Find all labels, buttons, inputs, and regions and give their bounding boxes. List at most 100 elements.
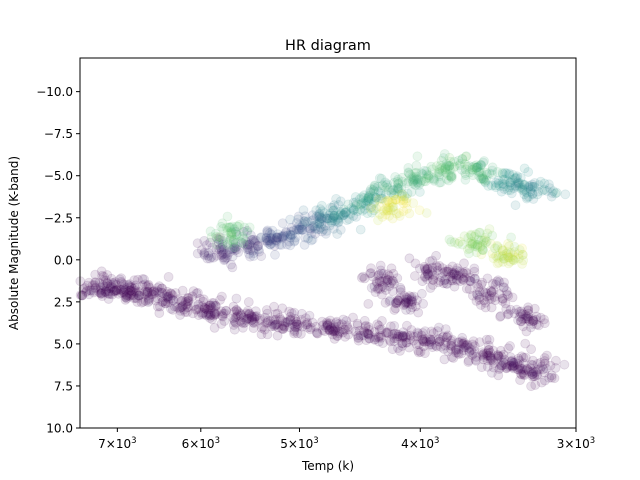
data-point-191 (154, 308, 165, 319)
data-point-800 (230, 245, 240, 256)
data-point-708 (514, 360, 525, 371)
data-point-224 (203, 309, 214, 320)
data-point-1220 (479, 156, 490, 166)
data-point-1792 (466, 236, 477, 247)
data-point-1505 (448, 268, 459, 279)
data-point-239 (205, 310, 216, 321)
data-point-474 (340, 331, 351, 342)
y-axis-ticks: −10.0−7.5−5.0−2.50.02.55.07.510.0 (36, 85, 80, 436)
data-point-272 (228, 313, 239, 324)
data-point-503 (389, 333, 400, 344)
data-point-1504 (451, 270, 462, 281)
data-point-889 (264, 235, 275, 246)
data-point-640 (485, 354, 496, 365)
data-point-308 (247, 312, 258, 323)
data-point-1635 (218, 235, 229, 246)
data-point-138 (162, 292, 173, 303)
data-point-686 (526, 359, 537, 370)
data-point-1370 (369, 281, 380, 292)
data-point-1183 (442, 164, 453, 174)
data-point-166 (149, 286, 160, 296)
data-point-444 (340, 324, 351, 335)
data-point-1007 (351, 211, 362, 222)
data-point-730 (551, 355, 561, 366)
data-point-491 (375, 330, 386, 341)
data-point-237 (216, 291, 227, 302)
data-point-1619 (229, 235, 239, 246)
data-point-1569 (494, 276, 505, 287)
data-point-114 (134, 288, 145, 299)
data-point-1380 (366, 282, 377, 293)
data-point-1053 (364, 193, 374, 204)
data-point-739 (544, 372, 555, 383)
data-point-1708 (380, 196, 391, 207)
data-point-1066 (359, 190, 370, 201)
data-point-1061 (351, 199, 362, 210)
data-point-153 (162, 286, 173, 297)
data-point-801 (231, 244, 242, 255)
data-point-1386 (395, 282, 406, 293)
data-point-1544 (489, 292, 500, 302)
data-point-1764 (479, 235, 490, 246)
data-point-639 (498, 357, 509, 368)
data-point-888 (270, 249, 280, 260)
data-point-1606 (527, 319, 538, 329)
data-point-73 (115, 274, 125, 285)
data-point-988 (314, 224, 325, 235)
data-point-251 (197, 309, 208, 320)
data-point-380 (272, 330, 283, 341)
data-point-1514 (448, 269, 459, 280)
data-point-164 (152, 286, 163, 297)
data-point-1700 (414, 205, 425, 216)
data-point-219 (198, 296, 209, 307)
data-point-1744 (504, 252, 515, 263)
data-point-1442 (427, 262, 438, 273)
data-point-1438 (398, 300, 409, 311)
data-point-492 (352, 330, 363, 341)
data-point-1122 (386, 187, 397, 198)
data-point-927 (285, 229, 296, 240)
data-point-269 (217, 310, 228, 321)
data-point-1175 (440, 162, 451, 173)
data-point-470 (337, 327, 348, 338)
data-point-506 (389, 320, 400, 331)
data-point-695 (504, 361, 515, 371)
data-point-785 (201, 240, 212, 251)
data-point-713 (518, 352, 529, 363)
data-point-1712 (505, 247, 516, 258)
data-point-1080 (372, 181, 383, 192)
data-point-1201 (434, 167, 445, 178)
data-point-110 (116, 284, 127, 295)
data-point-47 (123, 279, 133, 290)
data-point-1114 (408, 178, 419, 189)
data-point-1683 (398, 194, 409, 205)
data-point-1084 (396, 191, 407, 202)
data-point-183 (173, 294, 184, 305)
data-point-1721 (508, 250, 518, 261)
data-point-663 (493, 350, 504, 361)
data-point-1733 (492, 258, 503, 269)
data-point-567 (417, 334, 428, 345)
data-point-653 (484, 334, 495, 345)
data-point-1353 (379, 282, 390, 293)
data-point-135 (154, 281, 165, 292)
data-point-880 (256, 232, 267, 243)
data-point-466 (374, 324, 385, 335)
data-point-985 (327, 202, 338, 213)
data-point-559 (424, 339, 435, 350)
data-point-410 (329, 326, 340, 337)
data-point-741 (529, 371, 540, 382)
data-point-819 (242, 244, 252, 255)
data-point-789 (227, 244, 238, 255)
data-point-1297 (490, 182, 501, 193)
data-point-959 (300, 217, 311, 228)
data-point-1079 (387, 185, 398, 195)
data-point-865 (264, 239, 275, 250)
data-point-527 (381, 327, 392, 338)
data-point-839 (213, 234, 224, 245)
data-point-838 (253, 240, 263, 251)
data-point-673 (463, 357, 474, 367)
data-point-331 (285, 311, 296, 322)
data-point-1530 (473, 282, 484, 293)
data-point-780 (196, 245, 207, 255)
